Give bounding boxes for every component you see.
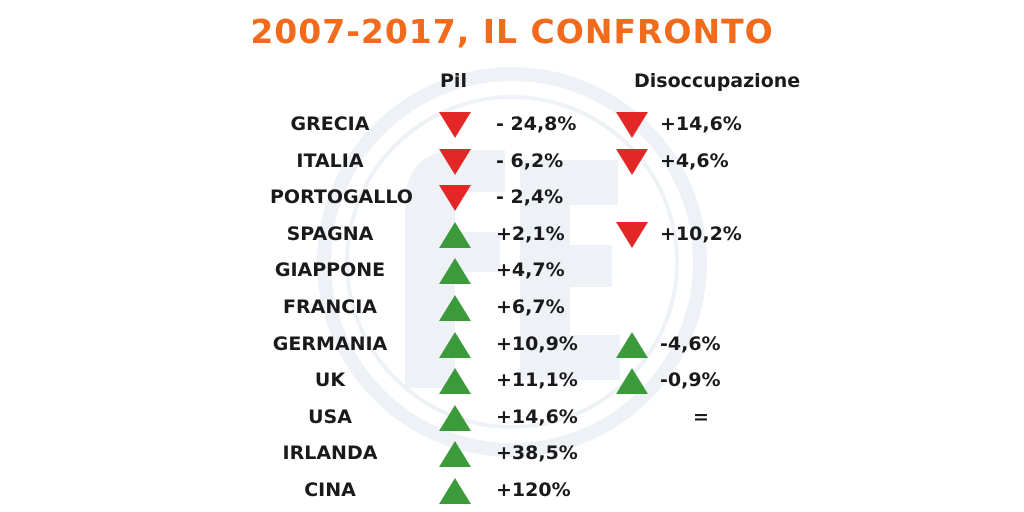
disoccupazione-down-triangle-icon: [616, 148, 648, 175]
pil-up-triangle-icon: [439, 295, 471, 321]
table-row: IRLANDA +38,5%: [0, 436, 1024, 472]
pil-column-header: Pil: [440, 70, 467, 92]
disoccupazione-down-triangle-icon: [616, 112, 648, 138]
disoccupazione-down-triangle-icon: [616, 221, 648, 248]
pil-down-triangle-icon: [439, 112, 471, 138]
country-label: IRLANDA: [282, 442, 378, 465]
country-label: UK: [314, 369, 346, 392]
pil-up-triangle-icon: [439, 441, 471, 468]
pil-up-triangle-icon: [439, 404, 471, 431]
pil-value: +14,6%: [496, 405, 578, 428]
country-label: USA: [308, 405, 352, 428]
disoccupazione-column-header: Disoccupazione: [634, 70, 801, 92]
pil-value: +6,7%: [496, 296, 565, 318]
pil-value: - 2,4%: [496, 186, 564, 209]
disoccupazione-value: =: [693, 405, 709, 428]
table-row: UK +11,1% -0,9%: [0, 363, 1024, 399]
pil-up-triangle-icon: [439, 368, 471, 395]
pil-up-triangle-icon: [439, 331, 471, 358]
pil-value: - 24,8%: [496, 113, 577, 135]
country-label: ITALIA: [296, 149, 364, 172]
country-label: GIAPPONE: [274, 259, 386, 282]
pil-up-triangle-icon: [439, 478, 471, 504]
table-row: ITALIA - 6,2% +4,6%: [0, 144, 1024, 180]
pil-value: +11,1%: [496, 369, 578, 392]
table-row: GRECIA - 24,8% +14,6%: [0, 107, 1024, 143]
pil-down-triangle-icon: [439, 148, 471, 175]
pil-value: +120%: [496, 479, 571, 501]
table-row: SPAGNA +2,1% +10,2%: [0, 217, 1024, 253]
table-row: FRANCIA +6,7%: [0, 290, 1024, 326]
disoccupazione-value: -4,6%: [660, 332, 721, 355]
country-label: GRECIA: [290, 113, 370, 135]
pil-value: +4,7%: [496, 259, 565, 282]
table-row: GIAPPONE +4,7%: [0, 253, 1024, 289]
page-title: 2007-2017, IL CONFRONTO: [250, 12, 774, 51]
pil-down-triangle-icon: [439, 185, 471, 212]
country-label: FRANCIA: [283, 296, 377, 318]
table-row: CINA +120%: [0, 473, 1024, 509]
disoccupazione-value: +10,2%: [660, 222, 742, 245]
disoccupazione-up-triangle-icon: [616, 368, 648, 395]
table-row: GERMANIA +10,9% -4,6%: [0, 327, 1024, 363]
table-row: USA +14,6% =: [0, 400, 1024, 436]
pil-value: +2,1%: [496, 222, 565, 245]
table-row: PORTOGALLO - 2,4%: [0, 180, 1024, 216]
pil-up-triangle-icon: [439, 221, 471, 248]
disoccupazione-value: -0,9%: [660, 369, 721, 392]
pil-value: - 6,2%: [496, 149, 564, 172]
disoccupazione-value: +14,6%: [660, 113, 742, 135]
pil-up-triangle-icon: [439, 258, 471, 285]
country-label: SPAGNA: [286, 222, 374, 245]
disoccupazione-value: +4,6%: [660, 149, 729, 172]
country-label: PORTOGALLO: [270, 186, 413, 209]
country-label: GERMANIA: [272, 332, 388, 355]
pil-value: +10,9%: [496, 332, 578, 355]
country-label: CINA: [304, 479, 356, 501]
disoccupazione-up-triangle-icon: [616, 331, 648, 358]
pil-value: +38,5%: [496, 442, 578, 465]
